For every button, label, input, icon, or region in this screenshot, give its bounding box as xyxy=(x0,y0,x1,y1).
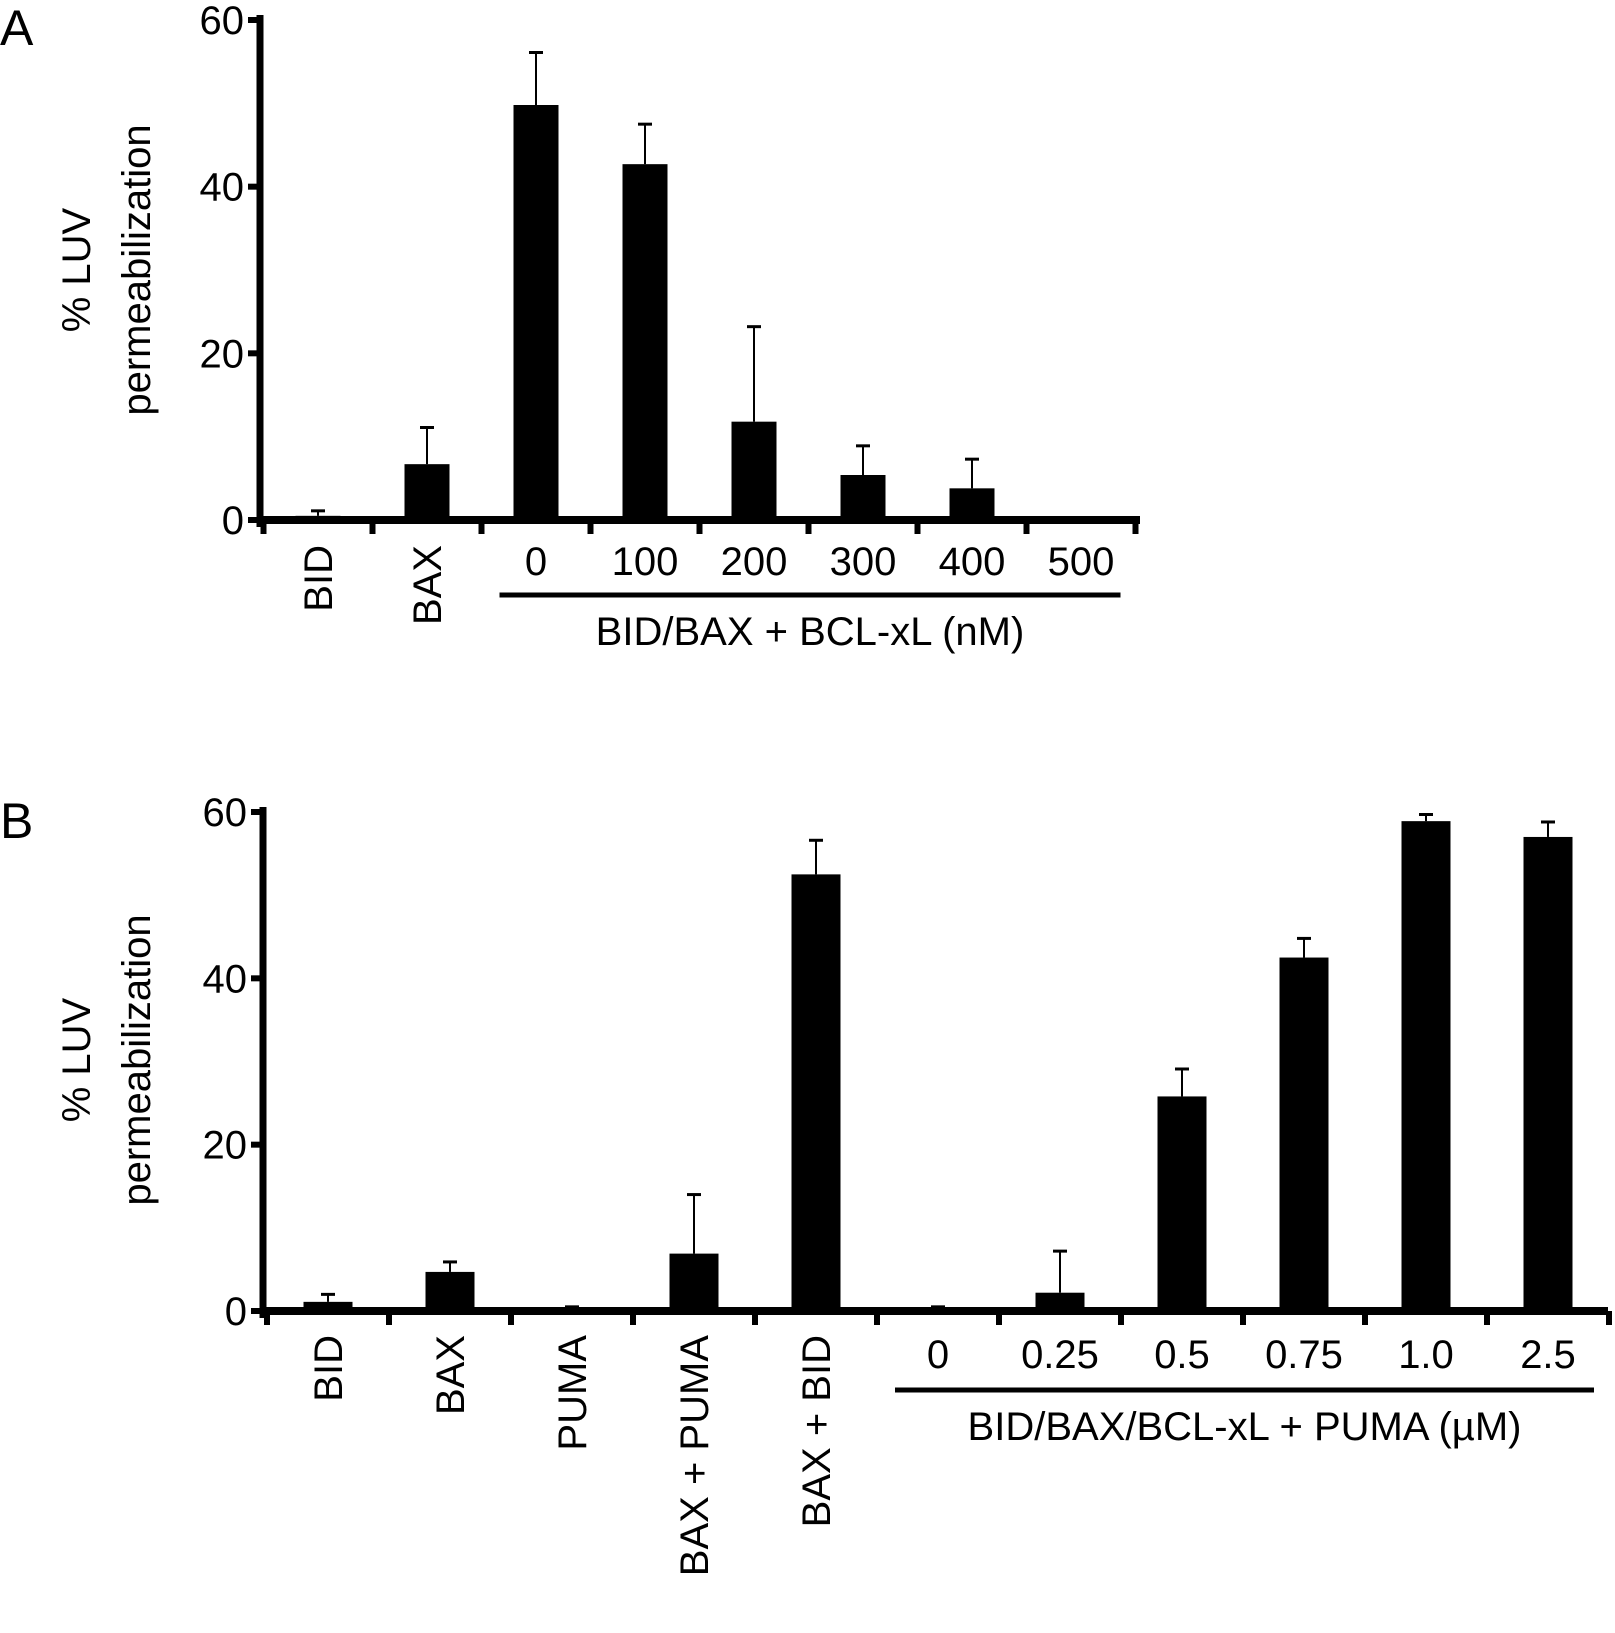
group-label: BID/BAX/BCL-xL + PUMA (µM) xyxy=(968,1405,1522,1449)
y-axis-label: permeabilization xyxy=(115,124,159,415)
y-tick-label: 20 xyxy=(200,332,245,376)
y-tick-label: 60 xyxy=(203,791,248,835)
x-tick-label: PUMA xyxy=(551,1335,595,1451)
bar-2-5 xyxy=(1523,836,1573,1311)
panel-label: B xyxy=(0,793,33,849)
x-tick-label: 0 xyxy=(927,1333,949,1377)
bar-0-75 xyxy=(1279,957,1329,1311)
x-tick-label: 2.5 xyxy=(1520,1333,1576,1377)
y-tick-label: 0 xyxy=(222,499,244,543)
bar-0 xyxy=(913,1307,963,1311)
panel-a: A % LUV permeabilization 0 20 40 60 BID BAX 0 100 2… xyxy=(0,0,1140,654)
bar-bax xyxy=(404,464,450,520)
bar-0-5 xyxy=(1157,1096,1207,1311)
bar-100 xyxy=(622,164,668,520)
bar-bid xyxy=(295,515,341,520)
bar-1-0 xyxy=(1401,821,1451,1311)
bar-bid xyxy=(303,1301,353,1311)
y-tick-label: 60 xyxy=(200,0,245,43)
x-tick-label: 0.25 xyxy=(1021,1333,1099,1377)
panel-b: B % LUV permeabilization 0 20 40 60 BID BAX PUMA B… xyxy=(0,791,1612,1577)
x-tick-label: BAX xyxy=(406,545,450,625)
y-axis-label: % LUV xyxy=(55,207,99,332)
x-tick-label: BID xyxy=(297,545,341,612)
y-tick-label: 40 xyxy=(203,957,248,1001)
bar-300 xyxy=(840,475,886,520)
bar-0 xyxy=(513,105,559,520)
bar-500 xyxy=(1058,519,1104,521)
bar-puma xyxy=(547,1307,597,1311)
group-label: BID/BAX + BCL-xL (nM) xyxy=(596,610,1025,654)
bar-0-25 xyxy=(1035,1292,1085,1311)
y-tick-label: 0 xyxy=(225,1290,247,1334)
y-axis-label: permeabilization xyxy=(115,914,159,1205)
panel-label: A xyxy=(0,0,34,56)
x-tick-label: 0.5 xyxy=(1154,1333,1210,1377)
x-tick-label: BID xyxy=(307,1335,351,1402)
bar-200 xyxy=(731,421,777,520)
y-axis-label: % LUV xyxy=(55,997,99,1122)
y-tick-label: 20 xyxy=(203,1124,248,1168)
x-tick-label: BAX xyxy=(429,1335,473,1415)
x-tick-label: 500 xyxy=(1048,540,1115,584)
bar-400 xyxy=(949,488,995,520)
y-tick-label: 40 xyxy=(200,166,245,210)
x-tick-label: 0.75 xyxy=(1265,1333,1343,1377)
x-tick-label: BAX + BID xyxy=(795,1335,839,1527)
x-tick-label: 400 xyxy=(939,540,1006,584)
bar-bax xyxy=(425,1271,475,1311)
x-tick-label: 1.0 xyxy=(1398,1333,1454,1377)
bar-bax-bid xyxy=(791,874,841,1311)
x-tick-label: 0 xyxy=(525,540,547,584)
bar-bax-puma xyxy=(669,1253,719,1311)
x-tick-label: 300 xyxy=(830,540,897,584)
x-tick-label: 200 xyxy=(721,540,788,584)
x-tick-label: 100 xyxy=(612,540,679,584)
x-tick-label: BAX + PUMA xyxy=(673,1335,717,1577)
